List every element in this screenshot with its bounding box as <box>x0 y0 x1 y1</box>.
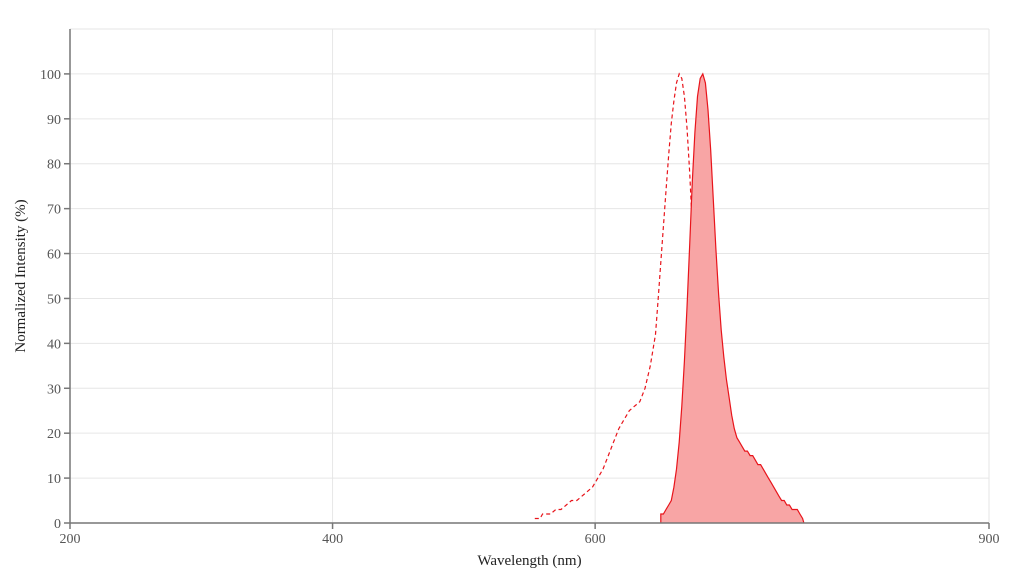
x-tick-label: 900 <box>979 532 1000 547</box>
y-tick-label: 40 <box>47 337 61 352</box>
y-tick-label: 50 <box>47 292 61 307</box>
y-tick-label: 0 <box>54 517 61 532</box>
tick-labels: 0 10 20 30 40 50 60 70 80 90 100 200 400 600 900 <box>40 68 1000 547</box>
y-tick-label: 80 <box>47 158 61 173</box>
y-tick-label: 10 <box>47 472 61 487</box>
grid <box>70 28 990 523</box>
y-tick-label: 20 <box>47 427 61 442</box>
series-group <box>534 72 805 524</box>
axes <box>64 29 990 529</box>
x-tick-label: 400 <box>322 532 343 547</box>
y-tick-label: 70 <box>47 203 61 218</box>
y-tick-label: 30 <box>47 382 61 397</box>
emission-line <box>660 72 805 524</box>
y-axis-title: Normalized Intensity (%) <box>13 199 29 352</box>
emission-area <box>660 73 804 524</box>
y-tick-label: 100 <box>40 68 61 83</box>
y-tick-label: 60 <box>47 248 61 263</box>
y-tick-label: 90 <box>47 113 61 128</box>
x-axis-title: Wavelength (nm) <box>477 553 581 569</box>
x-tick-label: 600 <box>585 532 606 547</box>
x-tick-label: 200 <box>60 532 81 547</box>
